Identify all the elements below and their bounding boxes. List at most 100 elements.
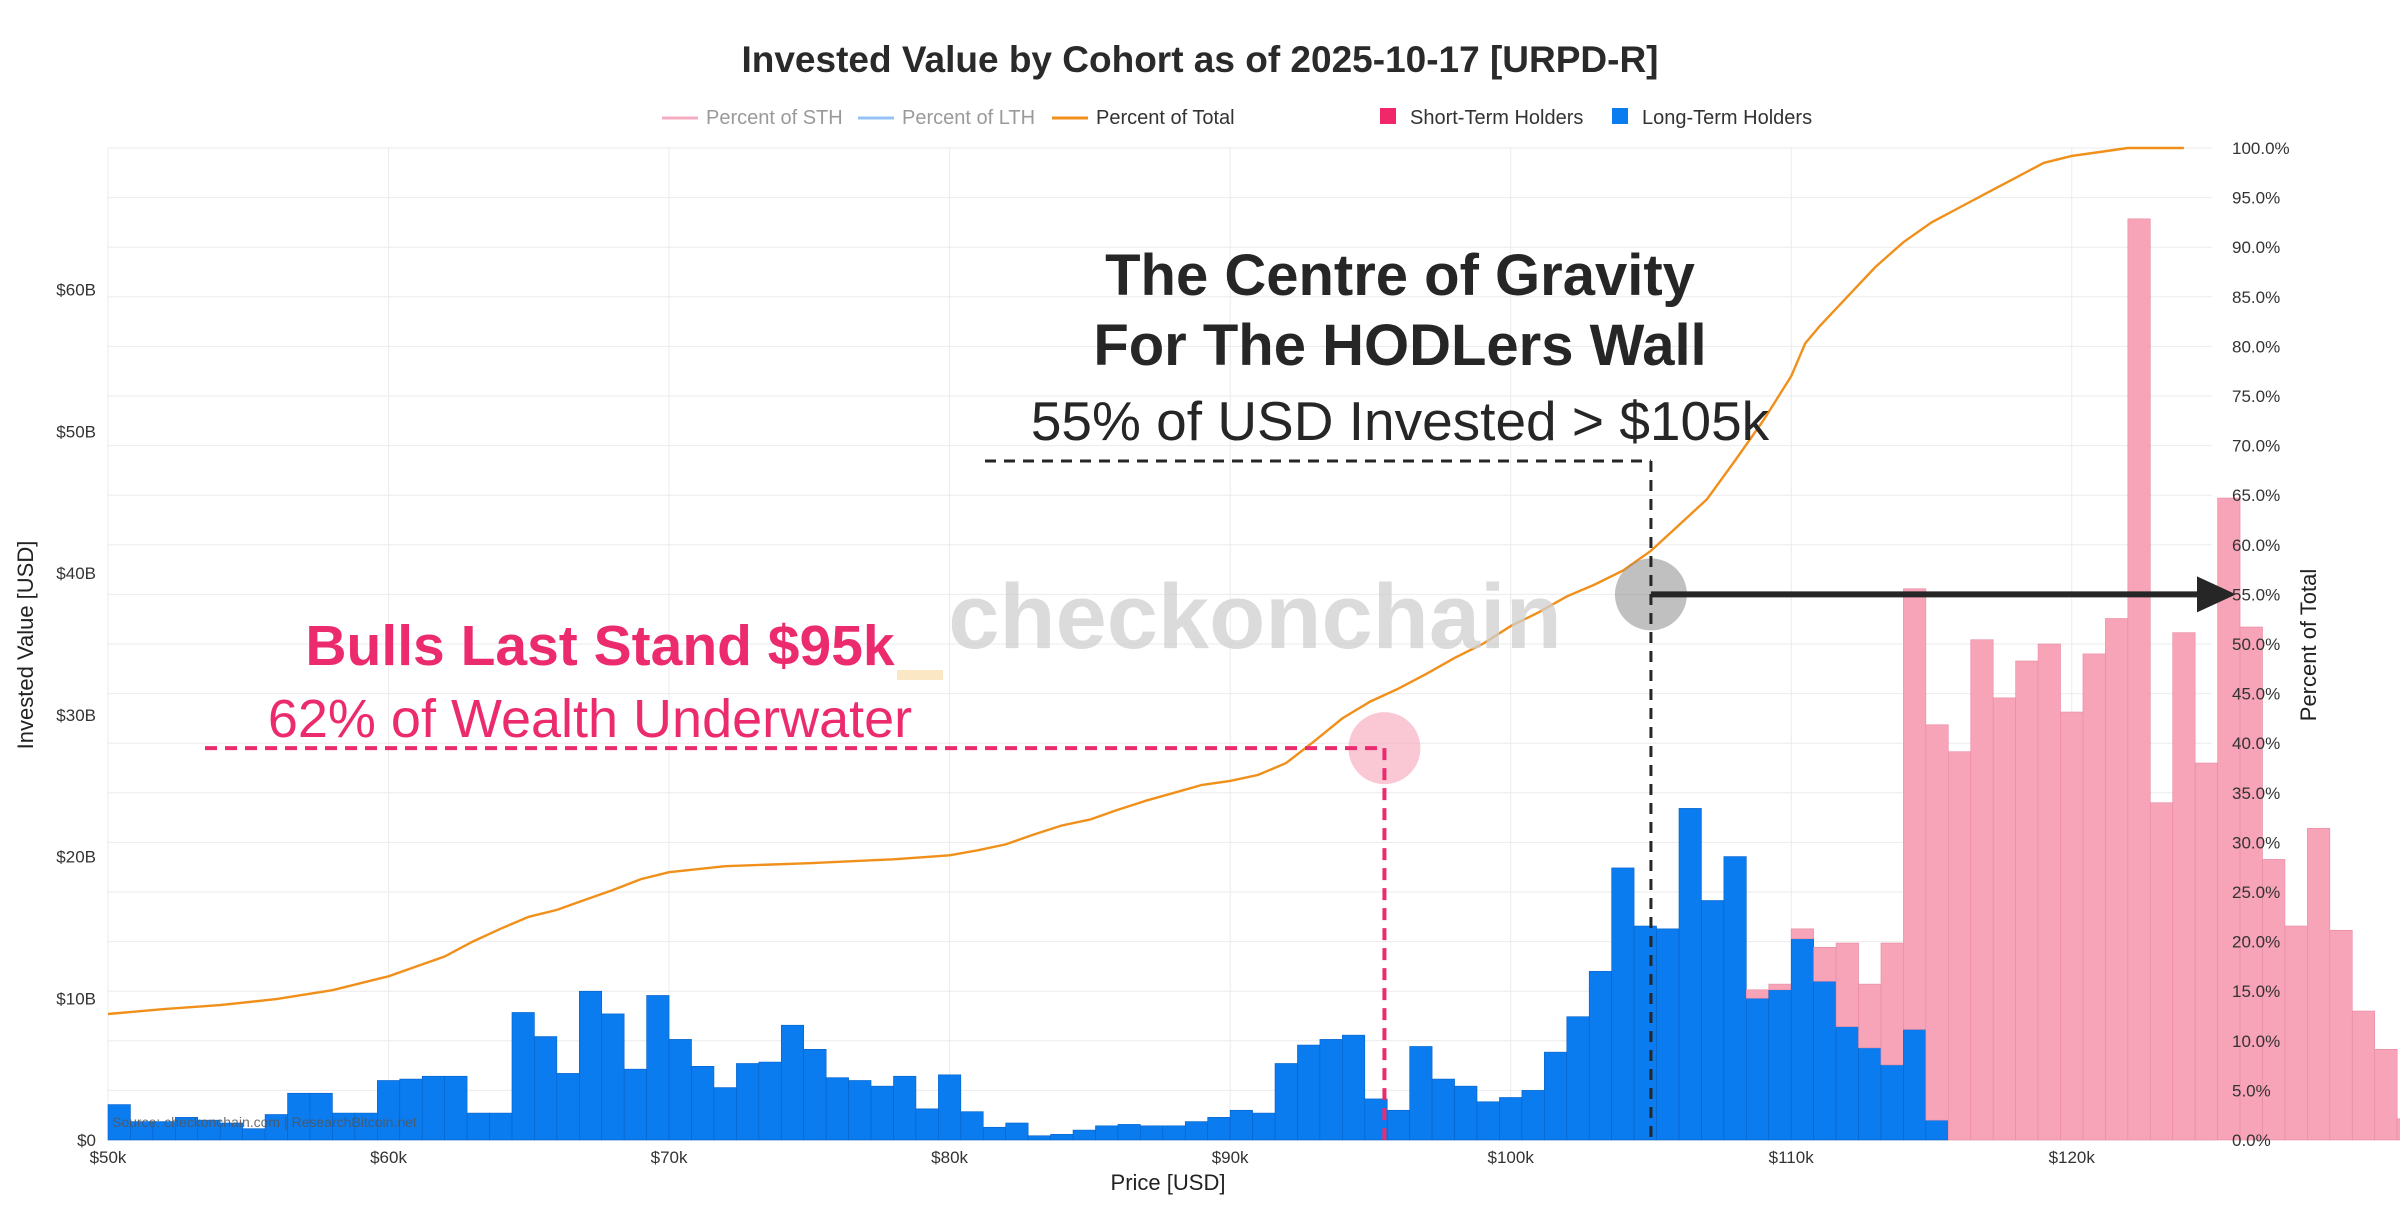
- bar-lth: [421, 1075, 445, 1141]
- watermark: checkonchain: [948, 566, 1562, 668]
- gravity-subtitle: 55% of USD Invested > $105k: [1031, 390, 1770, 452]
- bar-lth: [1431, 1078, 1455, 1141]
- y-tick-label: $30B: [56, 706, 96, 725]
- bar-lth: [466, 1112, 490, 1141]
- bar-lth: [1723, 856, 1747, 1141]
- bar-sth: [1925, 724, 1949, 1121]
- bar-sth: [2105, 618, 2129, 1141]
- percent-total-line-layer: [107, 146, 2184, 1016]
- y2-tick-label: 60.0%: [2232, 536, 2280, 555]
- bar-lth: [1207, 1117, 1231, 1141]
- bar-sth: [2194, 762, 2218, 1141]
- bar-lth: [1880, 1064, 1904, 1141]
- x-tick-label: $70k: [651, 1148, 688, 1167]
- bar-lth: [1611, 867, 1635, 1141]
- bar-lth: [668, 1039, 692, 1141]
- bar-lth: [399, 1078, 423, 1141]
- bar-sth: [1768, 983, 1792, 991]
- bar-lth: [1184, 1121, 1208, 1141]
- bar-lth: [1342, 1034, 1366, 1141]
- x-tick-label: $80k: [931, 1148, 968, 1167]
- bar-lth: [1746, 997, 1770, 1141]
- x-tick-label: $50k: [90, 1148, 127, 1167]
- y2-tick-label: 35.0%: [2232, 784, 2280, 803]
- chart-title: Invested Value by Cohort as of 2025-10-1…: [741, 39, 1658, 80]
- bar-lth: [1162, 1125, 1186, 1141]
- y2-tick-label: 90.0%: [2232, 238, 2280, 257]
- y-tick-label: $20B: [56, 848, 96, 867]
- bar-lth: [623, 1068, 647, 1141]
- bar-lth: [713, 1087, 737, 1141]
- bar-sth: [1947, 751, 1972, 1141]
- y2-tick-label: 30.0%: [2232, 833, 2280, 852]
- legend-item-label[interactable]: Percent of STH: [706, 107, 843, 129]
- y-tick-label: $10B: [56, 989, 96, 1008]
- bar-sth: [2127, 218, 2151, 1141]
- y2-tick-label: 25.0%: [2232, 883, 2280, 902]
- bar-lth: [511, 1012, 535, 1141]
- bar-lth: [1095, 1125, 1119, 1141]
- bar-lth: [1072, 1129, 1096, 1141]
- bar-lth: [893, 1075, 917, 1141]
- y2-tick-label: 40.0%: [2232, 734, 2280, 753]
- x-tick-label: $60k: [370, 1148, 407, 1167]
- legend-item-label[interactable]: Long-Term Holders: [1642, 107, 1812, 129]
- bar-sth: [2307, 827, 2331, 1141]
- bar-sth: [1970, 639, 1994, 1141]
- bar-lth: [646, 995, 670, 1141]
- legend: Percent of STH Percent of LTH Percent of T…: [662, 107, 1812, 129]
- bar-lth: [1252, 1112, 1276, 1141]
- bar-sth: [1813, 946, 1837, 982]
- bar-lth: [1027, 1135, 1051, 1141]
- gravity-title-line2: For The HODLers Wall: [1093, 313, 1706, 378]
- legend-box-swatch: [1380, 108, 1396, 124]
- bar-sth: [1835, 942, 1859, 1027]
- bar-lth: [1117, 1124, 1141, 1141]
- bar-lth: [1521, 1090, 1545, 1141]
- y2-axis-title: Percent of Total: [2296, 569, 2321, 721]
- bar-lth: [1476, 1101, 1500, 1141]
- bar-lth: [1633, 925, 1657, 1141]
- y-tick-label: $0: [77, 1131, 96, 1150]
- bar-sth: [2060, 711, 2084, 1141]
- bar-lth: [1656, 928, 1680, 1141]
- y2-tick-label: 20.0%: [2232, 933, 2280, 952]
- legend-item-label[interactable]: Short-Term Holders: [1410, 107, 1583, 129]
- series-line-percent-of-total: [107, 146, 2184, 1016]
- y2-tick-label: 75.0%: [2232, 387, 2280, 406]
- bar-sth: [1880, 942, 1904, 1066]
- bar-lth: [691, 1066, 715, 1141]
- bar-lth: [1566, 1016, 1590, 1141]
- bar-lth: [1544, 1051, 1568, 1141]
- watermark-underscore: [897, 670, 943, 680]
- y2-tick-label: 55.0%: [2232, 585, 2280, 604]
- bar-lth: [1319, 1039, 1343, 1141]
- legend-box-swatch: [1612, 108, 1628, 124]
- x-axis-title: Price [USD]: [1111, 1170, 1226, 1195]
- x-tick-label: $90k: [1212, 1148, 1249, 1167]
- bar-lth: [736, 1063, 760, 1141]
- bar-sth: [2284, 925, 2308, 1141]
- bar-lth: [1297, 1044, 1321, 1141]
- bar-lth: [1903, 1029, 1927, 1141]
- bar-sth: [2082, 653, 2106, 1141]
- legend-item-label[interactable]: Percent of LTH: [902, 107, 1035, 129]
- bar-lth: [1409, 1046, 1433, 1141]
- x-tick-label: $100k: [1488, 1148, 1535, 1167]
- bar-sth: [2172, 632, 2196, 1141]
- x-tick-label: $110k: [1769, 1148, 1815, 1167]
- bar-lth: [1274, 1063, 1298, 1141]
- legend-item-label[interactable]: Percent of Total: [1096, 107, 1235, 129]
- y-tick-label: $40B: [56, 564, 96, 583]
- bar-lth: [578, 990, 603, 1141]
- bar-sth: [1858, 983, 1882, 1049]
- bar-sth: [2374, 1049, 2398, 1141]
- bar-lth: [938, 1074, 962, 1141]
- gridlines: [107, 147, 2212, 1141]
- y-axis-title: Invested Value [USD]: [13, 541, 38, 750]
- bar-lth: [444, 1075, 468, 1141]
- bar-lth: [601, 1013, 625, 1141]
- bar-lth: [1790, 938, 1814, 1141]
